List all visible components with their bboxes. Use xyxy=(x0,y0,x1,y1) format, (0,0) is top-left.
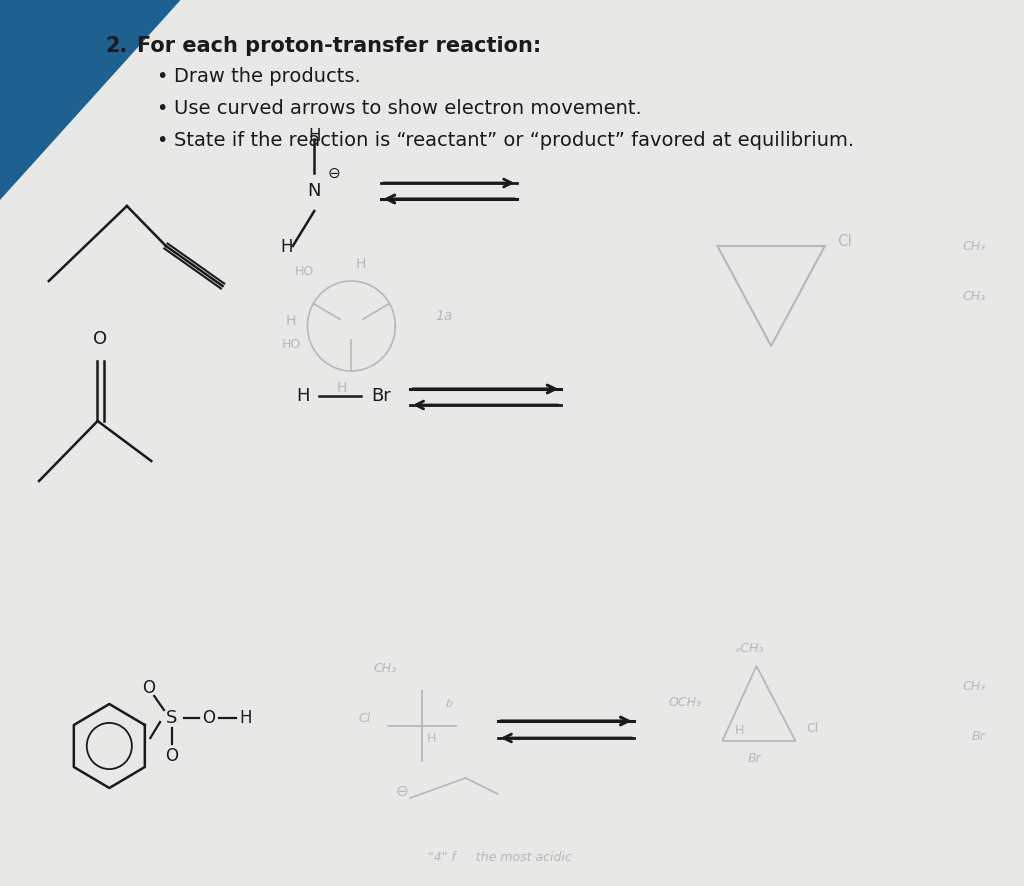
Text: O: O xyxy=(93,330,108,348)
Text: H: H xyxy=(337,381,347,395)
Text: HO: HO xyxy=(295,265,314,277)
Text: O: O xyxy=(142,679,155,697)
Text: 1a: 1a xyxy=(435,309,453,323)
Text: Cl: Cl xyxy=(359,711,371,725)
Text: Cl: Cl xyxy=(837,234,852,248)
Text: O: O xyxy=(165,747,178,765)
Text: H: H xyxy=(296,387,309,405)
Text: H: H xyxy=(240,709,252,727)
Text: H: H xyxy=(356,257,367,271)
Text: Br: Br xyxy=(748,752,762,766)
Text: H: H xyxy=(308,127,321,145)
Text: H: H xyxy=(281,238,293,256)
Text: 2.: 2. xyxy=(105,36,128,56)
Text: ₑCH₃: ₑCH₃ xyxy=(735,642,764,656)
Text: H: H xyxy=(427,732,436,744)
Text: CH₃: CH₃ xyxy=(963,290,986,302)
Text: H: H xyxy=(286,314,296,328)
Text: •: • xyxy=(157,98,168,118)
Text: State if the reaction is “reactant” or “product” favored at equilibrium.: State if the reaction is “reactant” or “… xyxy=(174,130,854,150)
Text: S: S xyxy=(166,709,177,727)
Text: HO: HO xyxy=(282,338,300,351)
Text: H: H xyxy=(735,725,744,737)
Text: Draw the products.: Draw the products. xyxy=(174,66,360,86)
Text: CH₃: CH₃ xyxy=(963,239,986,253)
Polygon shape xyxy=(0,0,180,200)
Text: CH₃: CH₃ xyxy=(373,662,396,674)
Text: •: • xyxy=(157,130,168,150)
Text: For each proton-transfer reaction:: For each proton-transfer reaction: xyxy=(136,36,541,56)
Text: ⊖: ⊖ xyxy=(396,783,409,798)
Text: ⊖: ⊖ xyxy=(328,166,340,181)
Text: Br: Br xyxy=(371,387,390,405)
Text: "4" f     the most acidic: "4" f the most acidic xyxy=(428,851,571,864)
Text: N: N xyxy=(307,182,322,200)
Text: Br: Br xyxy=(972,729,986,742)
Text: Cl: Cl xyxy=(806,722,818,735)
Text: •: • xyxy=(157,66,168,86)
Text: Use curved arrows to show electron movement.: Use curved arrows to show electron movem… xyxy=(174,98,641,118)
Text: O: O xyxy=(203,709,215,727)
Text: CH₃: CH₃ xyxy=(963,680,986,693)
Text: OCH₃: OCH₃ xyxy=(669,696,701,710)
Text: b: b xyxy=(445,699,453,709)
